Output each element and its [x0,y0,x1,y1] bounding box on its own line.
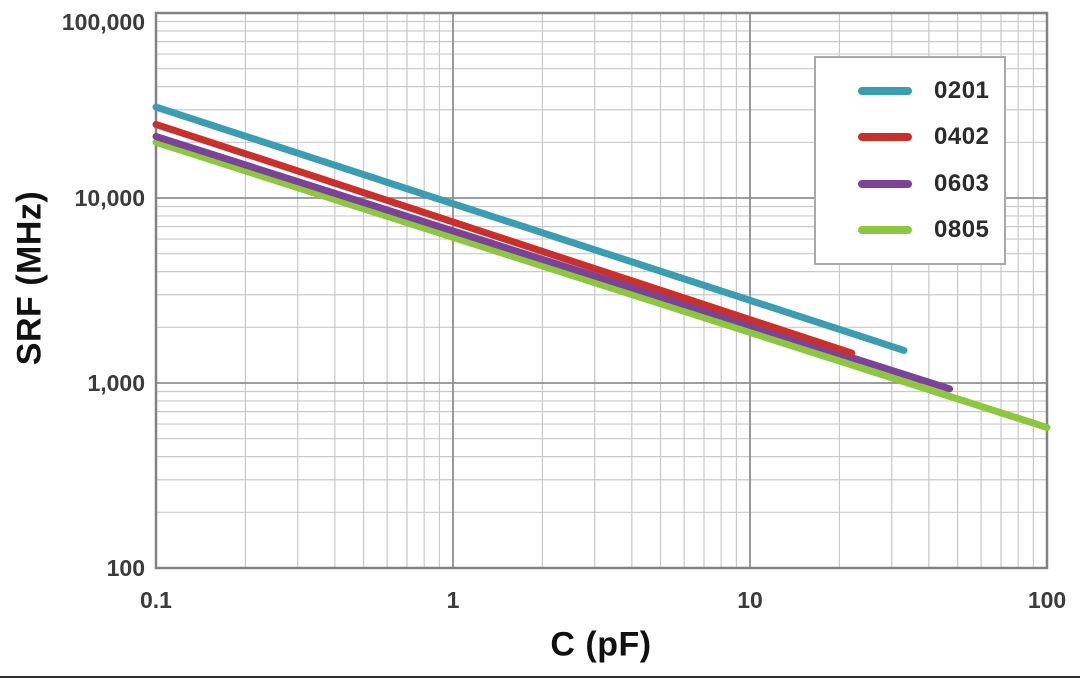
legend-swatch-0201 [858,86,912,95]
legend-item-0402: 0402 [816,123,1004,151]
legend-swatch-0805 [858,226,912,235]
series-line-0805 [152,138,1051,431]
legend-swatch-0402 [858,133,912,142]
legend-item-0805: 0805 [816,216,1004,244]
legend-box: 0201 0402 0603 0805 [814,56,1006,265]
x-axis-title: C (pF) [550,625,652,664]
legend-item-0603: 0603 [816,170,1004,198]
x-tick-label: 0.1 [140,587,172,613]
y-tick-label: 100 [107,555,145,581]
bottom-divider [0,676,1080,678]
series-lines [152,103,1051,431]
series-line-0603 [152,133,954,393]
legend-label: 0402 [934,123,990,151]
plot-border [154,11,1049,570]
legend-item-0201: 0201 [816,77,1004,105]
y-axis-title: SRF (MHz) [10,190,49,366]
legend-label: 0201 [934,76,990,104]
legend-label: 0805 [934,216,990,244]
series-line-0201 [152,103,908,354]
x-tick-label: 1 [447,587,460,613]
series-line-0402 [152,120,856,357]
legend-label: 0603 [934,169,990,197]
y-tick-label: 10,000 [75,185,145,211]
legend-swatch-0603 [858,179,912,188]
x-tick-label: 10 [737,587,763,613]
tick-labels: 100 1,000 10,000 100,000 0.1 1 10 100 [62,9,1066,613]
y-tick-label: 1,000 [87,370,145,396]
x-tick-label: 100 [1028,587,1066,613]
y-tick-label: 100,000 [62,9,145,35]
